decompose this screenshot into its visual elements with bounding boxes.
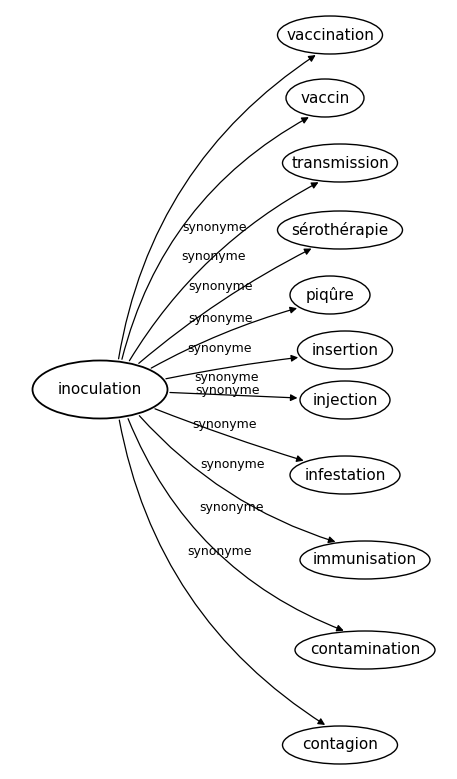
Text: synonyme: synonyme [181, 249, 245, 263]
Ellipse shape [300, 541, 430, 579]
Text: inoculation: inoculation [58, 382, 142, 397]
Ellipse shape [282, 726, 398, 764]
Ellipse shape [277, 211, 403, 249]
Ellipse shape [295, 631, 435, 669]
Text: synonyme: synonyme [187, 545, 252, 559]
Text: contagion: contagion [302, 738, 378, 753]
Text: transmission: transmission [291, 156, 389, 171]
Text: insertion: insertion [312, 343, 378, 358]
Ellipse shape [277, 16, 383, 54]
Text: synonyme: synonyme [189, 312, 253, 326]
Text: injection: injection [312, 393, 377, 407]
Ellipse shape [298, 331, 393, 369]
Ellipse shape [286, 79, 364, 117]
Text: vaccin: vaccin [300, 90, 350, 105]
FancyArrowPatch shape [170, 393, 296, 400]
Ellipse shape [300, 381, 390, 419]
Text: synonyme: synonyme [199, 501, 264, 514]
Ellipse shape [282, 144, 398, 182]
Text: piqûre: piqûre [306, 287, 355, 303]
Ellipse shape [290, 276, 370, 314]
Text: synonyme: synonyme [192, 418, 256, 431]
FancyArrowPatch shape [129, 183, 317, 361]
Text: synonyme: synonyme [195, 385, 260, 397]
FancyArrowPatch shape [119, 420, 324, 724]
Text: immunisation: immunisation [313, 552, 417, 567]
Ellipse shape [32, 361, 168, 418]
FancyArrowPatch shape [122, 118, 308, 359]
FancyArrowPatch shape [139, 249, 310, 363]
Text: synonyme: synonyme [194, 371, 259, 384]
Ellipse shape [290, 456, 400, 494]
Text: synonyme: synonyme [187, 343, 252, 355]
Text: synonyme: synonyme [200, 459, 264, 471]
Text: infestation: infestation [304, 467, 386, 482]
Text: contamination: contamination [310, 643, 420, 657]
Text: vaccination: vaccination [286, 27, 374, 43]
FancyArrowPatch shape [118, 56, 314, 359]
FancyArrowPatch shape [128, 418, 342, 631]
FancyArrowPatch shape [151, 308, 296, 368]
FancyArrowPatch shape [155, 409, 303, 461]
Text: sérothérapie: sérothérapie [292, 222, 388, 238]
Text: synonyme: synonyme [188, 280, 253, 294]
FancyArrowPatch shape [139, 416, 334, 542]
FancyArrowPatch shape [166, 355, 297, 379]
Text: synonyme: synonyme [182, 220, 247, 234]
